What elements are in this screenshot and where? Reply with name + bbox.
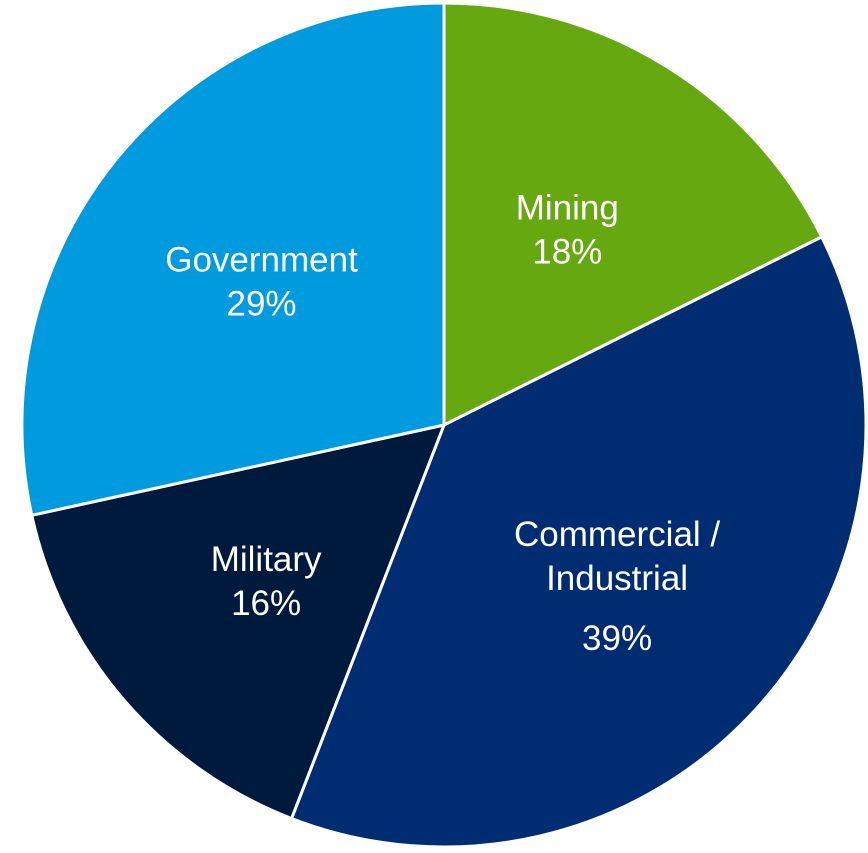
slice-category-label: Industrial [546,559,688,598]
slice-category-label: Military [211,540,322,579]
slice-percent-label: 18% [532,232,602,271]
pie-slice-commercial-industrial [290,235,868,849]
pie-slice-military [30,423,446,821]
pie-slice-mining [442,1,824,427]
slice-label-group: Government 29% [165,241,358,324]
labels-layer: Mining 18% Commercial / Industrial 39% Milita… [165,188,720,658]
slice-category-label: Mining [516,188,619,227]
slice-percent-label: 39% [582,619,652,658]
pie-slice-government [20,1,446,517]
slice-label-group: Mining 18% [516,188,619,271]
slices-layer [20,1,868,849]
slice-category-label: Government [165,241,358,280]
slice-percent-label: 16% [231,584,301,623]
slice-label-group: Commercial / Industrial 39% [514,515,720,658]
slice-label-group: Military 16% [211,540,322,623]
slice-category-label: Commercial / [514,515,720,554]
slice-percent-label: 29% [227,285,297,324]
